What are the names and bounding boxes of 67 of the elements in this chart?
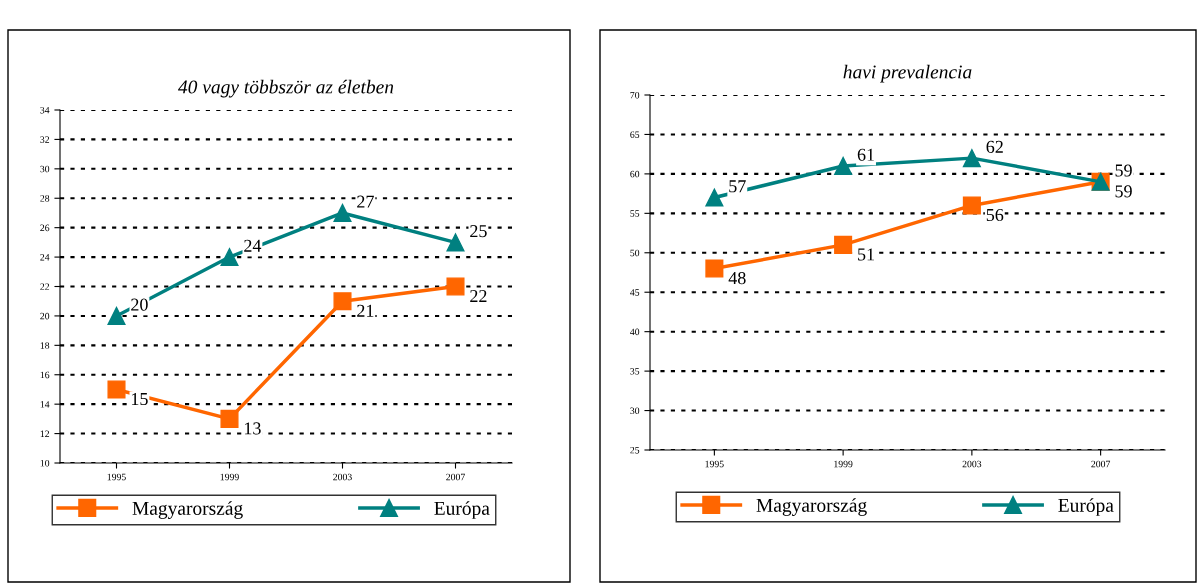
data-label: 25 xyxy=(470,225,487,238)
point xyxy=(962,196,981,215)
data-label: 13 xyxy=(244,422,261,435)
legend-label: Európa xyxy=(1058,498,1114,516)
data-label: 15 xyxy=(131,392,148,406)
data-label: 21 xyxy=(357,304,374,317)
y-tick-label: 70 xyxy=(630,91,640,99)
x-tick-label: 2007 xyxy=(1091,460,1111,468)
y-tick-label: 60 xyxy=(630,170,640,178)
legend-label: Magyarország xyxy=(132,501,243,519)
data-label: 62 xyxy=(986,140,1003,153)
y-tick-label: 28 xyxy=(40,195,50,202)
x-tick-label: 2007 xyxy=(446,473,465,481)
y-tick-label: 50 xyxy=(630,249,640,257)
x-tick-label: 2003 xyxy=(962,460,982,468)
chart-title: 40 vagy többször az életben xyxy=(178,79,394,98)
y-tick-label: 14 xyxy=(40,401,50,408)
y-tick-label: 24 xyxy=(40,254,50,261)
legend-label: Magyarország xyxy=(756,498,867,516)
chart-title: havi prevalencia xyxy=(843,64,972,83)
y-tick-label: 12 xyxy=(40,430,50,437)
y-tick-label: 18 xyxy=(40,342,50,349)
data-label: 22 xyxy=(470,290,487,302)
point xyxy=(333,292,352,311)
x-tick-label: 1999 xyxy=(220,473,239,481)
y-tick-label: 30 xyxy=(630,407,640,415)
point xyxy=(220,409,239,428)
data-label: 20 xyxy=(131,298,148,311)
point xyxy=(446,277,465,296)
y-tick-label: 22 xyxy=(40,283,50,290)
data-label: 59 xyxy=(1115,185,1132,198)
y-tick-label: 26 xyxy=(40,224,50,232)
point xyxy=(107,380,126,399)
y-tick-label: 55 xyxy=(630,210,640,217)
point xyxy=(107,306,126,325)
y-tick-label: 30 xyxy=(40,165,50,173)
x-tick-label: 1995 xyxy=(107,473,126,481)
y-tick-label: 34 xyxy=(40,106,50,114)
data-label: 57 xyxy=(729,180,746,193)
y-tick-label: 16 xyxy=(40,371,50,379)
data-label: 59 xyxy=(1115,164,1132,177)
data-label: 61 xyxy=(857,148,874,161)
y-tick-label: 20 xyxy=(40,312,50,320)
y-tick-label: 25 xyxy=(630,446,640,454)
y-tick-label: 45 xyxy=(630,289,640,296)
data-label: 24 xyxy=(244,239,262,252)
data-label: 48 xyxy=(728,272,746,285)
x-tick-label: 1995 xyxy=(705,460,724,468)
point xyxy=(333,203,352,222)
point xyxy=(962,149,981,168)
data-label: 56 xyxy=(986,208,1004,222)
x-tick-label: 1999 xyxy=(834,460,853,468)
y-tick-label: 32 xyxy=(40,136,50,143)
data-label: 51 xyxy=(858,248,874,261)
y-tick-label: 10 xyxy=(40,459,50,467)
point xyxy=(220,248,239,267)
y-tick-label: 40 xyxy=(630,328,640,336)
x-tick-label: 2003 xyxy=(333,473,352,481)
point xyxy=(834,235,853,254)
legend-label: Európa xyxy=(434,501,490,519)
point xyxy=(705,259,724,278)
point xyxy=(446,233,465,252)
y-tick-label: 65 xyxy=(630,131,640,138)
point xyxy=(834,156,853,176)
point xyxy=(705,188,724,207)
y-tick-label: 35 xyxy=(630,368,640,375)
data-label: 27 xyxy=(357,195,374,208)
